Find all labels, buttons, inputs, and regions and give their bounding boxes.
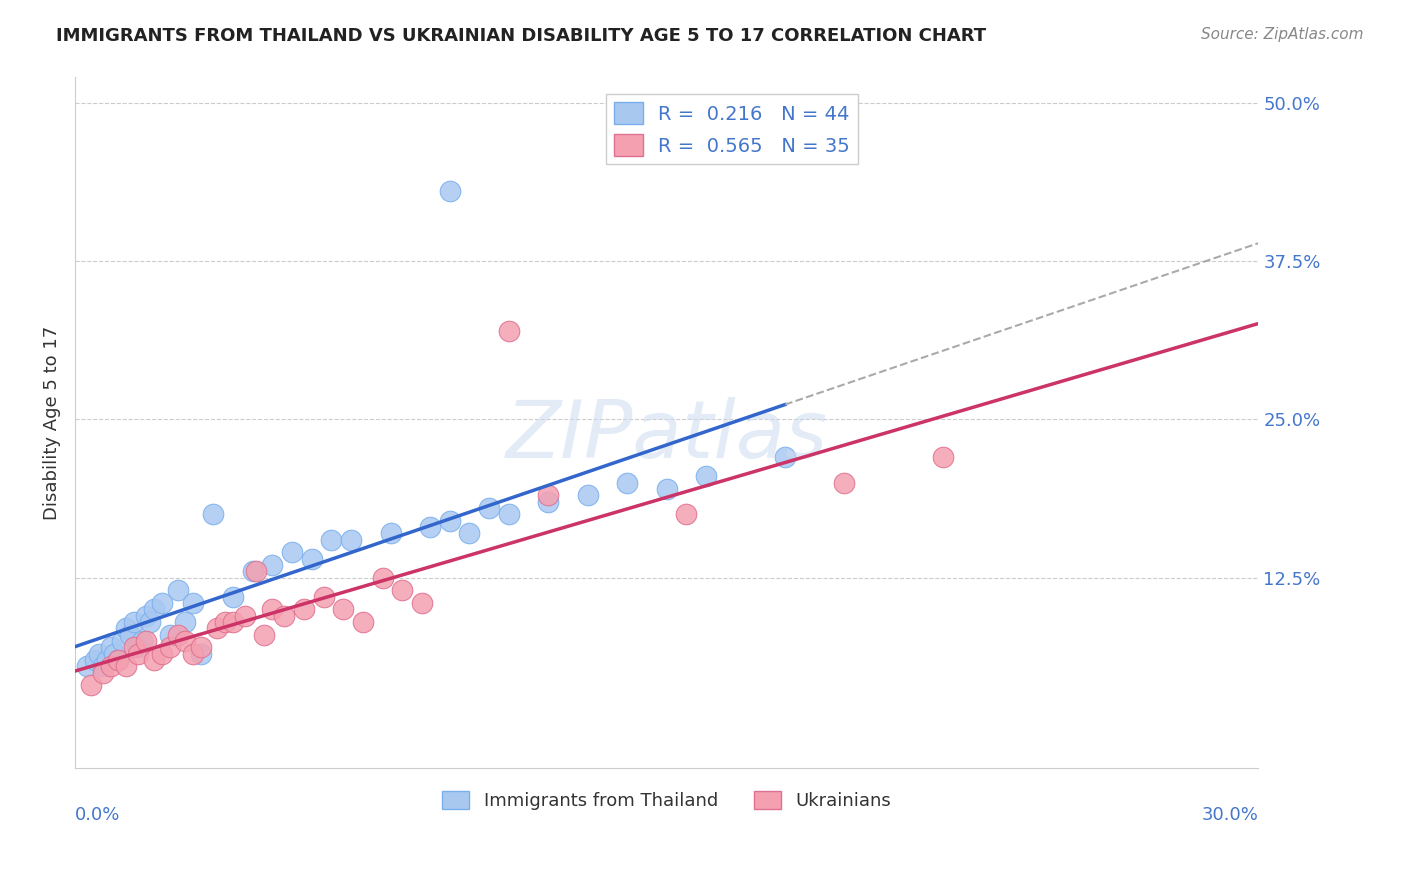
Point — [312, 590, 335, 604]
Point — [205, 621, 228, 635]
Point — [773, 450, 796, 465]
Point — [135, 608, 157, 623]
Point — [675, 508, 697, 522]
Y-axis label: Disability Age 5 to 17: Disability Age 5 to 17 — [44, 326, 60, 520]
Point — [281, 545, 304, 559]
Point — [135, 634, 157, 648]
Point — [498, 324, 520, 338]
Point — [190, 647, 212, 661]
Point — [174, 615, 197, 629]
Point — [111, 634, 134, 648]
Point — [332, 602, 354, 616]
Point — [159, 628, 181, 642]
Point — [537, 488, 560, 502]
Point — [616, 475, 638, 490]
Point — [139, 615, 162, 629]
Legend: R =  0.216   N = 44, R =  0.565   N = 35: R = 0.216 N = 44, R = 0.565 N = 35 — [606, 94, 858, 164]
Point — [150, 596, 173, 610]
Point — [253, 628, 276, 642]
Point — [391, 583, 413, 598]
Point — [122, 615, 145, 629]
Point — [190, 640, 212, 655]
Point — [222, 615, 245, 629]
Point — [380, 526, 402, 541]
Point — [100, 659, 122, 673]
Point — [371, 571, 394, 585]
Point — [100, 640, 122, 655]
Point — [439, 514, 461, 528]
Point — [439, 185, 461, 199]
Point — [122, 640, 145, 655]
Point — [87, 647, 110, 661]
Point — [80, 678, 103, 692]
Point — [142, 602, 165, 616]
Point — [174, 634, 197, 648]
Point — [115, 659, 138, 673]
Point — [166, 583, 188, 598]
Point — [120, 628, 142, 642]
Point — [262, 558, 284, 572]
Point — [83, 653, 105, 667]
Point — [202, 508, 225, 522]
Point — [183, 647, 205, 661]
Point — [262, 602, 284, 616]
Point — [655, 482, 678, 496]
Point — [115, 621, 138, 635]
Point — [76, 659, 98, 673]
Point — [214, 615, 236, 629]
Point — [150, 647, 173, 661]
Point — [107, 653, 129, 667]
Point — [411, 596, 433, 610]
Point — [91, 665, 114, 680]
Point — [478, 501, 501, 516]
Point — [159, 640, 181, 655]
Point — [292, 602, 315, 616]
Point — [340, 533, 363, 547]
Point — [183, 596, 205, 610]
Point — [695, 469, 717, 483]
Point — [498, 508, 520, 522]
Point — [273, 608, 295, 623]
Point — [245, 565, 267, 579]
Point — [352, 615, 374, 629]
Text: ZIPatlas: ZIPatlas — [506, 397, 828, 475]
Point — [932, 450, 955, 465]
Point — [96, 653, 118, 667]
Point — [142, 653, 165, 667]
Text: IMMIGRANTS FROM THAILAND VS UKRAINIAN DISABILITY AGE 5 TO 17 CORRELATION CHART: IMMIGRANTS FROM THAILAND VS UKRAINIAN DI… — [56, 27, 987, 45]
Point — [127, 647, 149, 661]
Point — [131, 634, 153, 648]
Point — [222, 590, 245, 604]
Point — [242, 565, 264, 579]
Text: 30.0%: 30.0% — [1202, 805, 1258, 823]
Point — [233, 608, 256, 623]
Point — [537, 494, 560, 508]
Point — [103, 647, 125, 661]
Point — [419, 520, 441, 534]
Point — [832, 475, 855, 490]
Point — [576, 488, 599, 502]
Point — [301, 551, 323, 566]
Point — [107, 653, 129, 667]
Point — [91, 659, 114, 673]
Point — [321, 533, 343, 547]
Point — [458, 526, 481, 541]
Point — [166, 628, 188, 642]
Text: 0.0%: 0.0% — [75, 805, 121, 823]
Text: Source: ZipAtlas.com: Source: ZipAtlas.com — [1201, 27, 1364, 42]
Point — [127, 640, 149, 655]
